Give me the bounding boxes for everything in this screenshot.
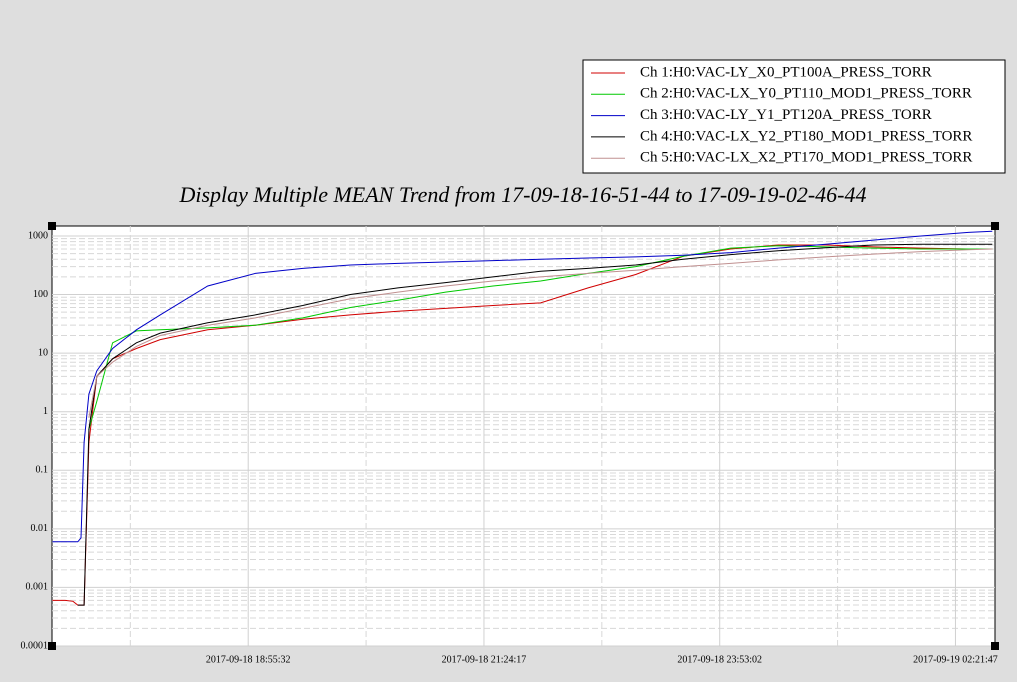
x-tick-label: 2017-09-18 18:55:32 — [206, 654, 291, 665]
x-tick-label: 2017-09-19 02:21:47 — [913, 654, 998, 665]
y-tick-label: 1000 — [28, 230, 48, 241]
y-tick-label: 0.0001 — [21, 640, 49, 651]
y-tick-label: 0.1 — [36, 465, 49, 476]
y-tick-label: 100 — [33, 289, 48, 300]
x-tick-label: 2017-09-18 23:53:02 — [677, 654, 762, 665]
corner-handle — [991, 222, 999, 230]
corner-handle — [991, 642, 999, 650]
series-line — [52, 230, 993, 543]
legend-label: Ch 5:H0:VAC-LX_X2_PT170_MOD1_PRESS_TORR — [640, 150, 972, 166]
grid — [52, 226, 995, 647]
plot-area — [51, 225, 996, 647]
legend-label: Ch 1:H0:VAC-LY_X0_PT100A_PRESS_TORR — [640, 64, 932, 80]
lines — [52, 230, 993, 606]
series-line — [88, 248, 993, 418]
y-tick-label: 10 — [38, 347, 48, 358]
legend-label: Ch 3:H0:VAC-LY_Y1_PT120A_PRESS_TORR — [640, 107, 932, 123]
chart-title: Display Multiple MEAN Trend from 17-09-1… — [178, 182, 866, 207]
legend: Ch 1:H0:VAC-LY_X0_PT100A_PRESS_TORR Ch 2:… — [591, 64, 972, 166]
y-tick-label: 0.001 — [26, 582, 49, 593]
corner-handle — [48, 642, 56, 650]
axes: 0.0001 0.001 0.01 0.1 1 10 100 1000 2017-09-18 1… — [21, 230, 998, 665]
x-tick-label: 2017-09-18 21:24:17 — [442, 654, 527, 665]
y-tick-label: 1 — [43, 406, 48, 417]
y-tick-label: 0.01 — [31, 523, 49, 534]
legend-box — [582, 59, 1006, 174]
corner-handle — [48, 222, 56, 230]
legend-label: Ch 4:H0:VAC-LX_Y2_PT180_MOD1_PRESS_TORR — [640, 128, 972, 144]
legend-label: Ch 2:H0:VAC-LX_Y0_PT110_MOD1_PRESS_TORR — [640, 86, 972, 102]
